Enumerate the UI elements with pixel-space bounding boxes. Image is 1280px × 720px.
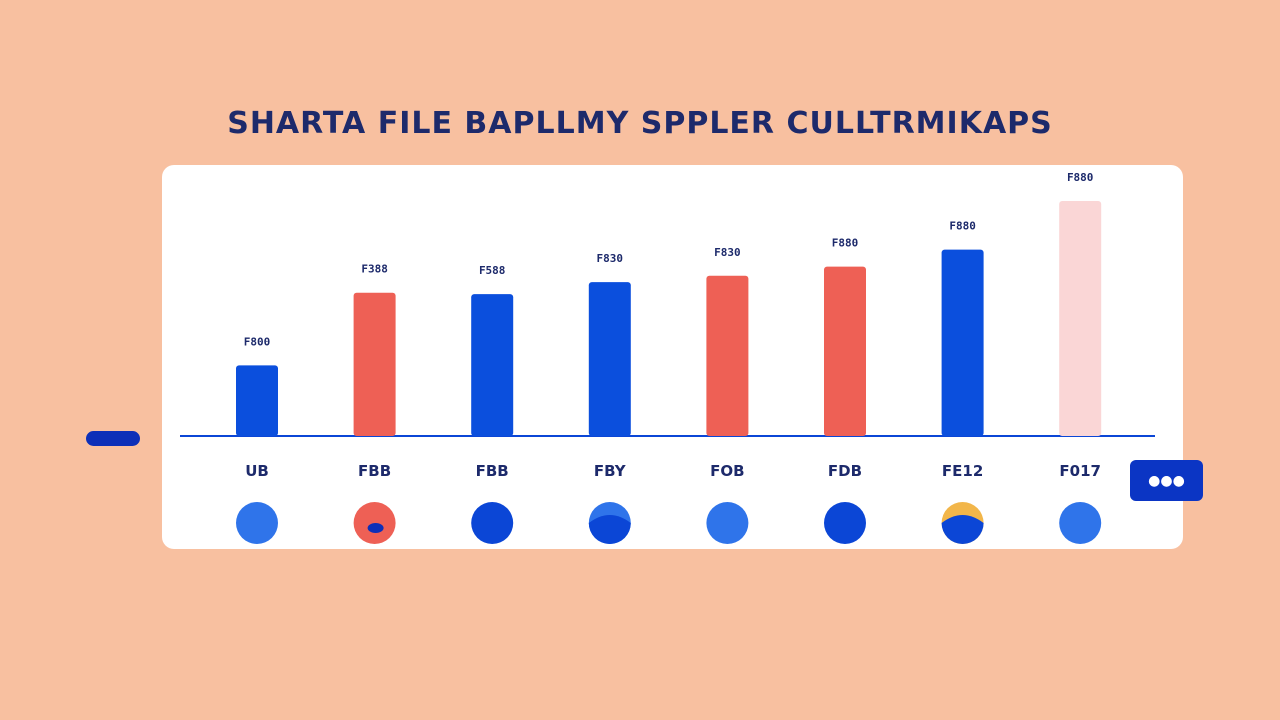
category-label-5: FOB xyxy=(710,462,744,480)
bar-5 xyxy=(706,275,749,436)
marker-circle-6 xyxy=(824,502,866,544)
bar-chart: F800 UB F388 FBB F588 FBB F830 FBY F830 FOB F880 FD… xyxy=(180,171,1155,544)
data-label-5: F830 xyxy=(714,246,741,259)
marker-circle-4 xyxy=(588,515,631,544)
marker-circle-2 xyxy=(353,502,396,544)
marker-circle-5 xyxy=(706,502,749,544)
chart-title: SHARTA FILE BAPLLMY SPPLER CULLTRMIKAPS xyxy=(227,106,1053,141)
data-label-2: F388 xyxy=(361,263,388,276)
category-label-8: F017 xyxy=(1059,462,1101,480)
data-label-3: F588 xyxy=(479,264,506,277)
data-label-6: F880 xyxy=(832,237,859,250)
marker-circle-8 xyxy=(1059,502,1102,544)
marker-dot-2 xyxy=(367,523,384,533)
category-label-2: FBB xyxy=(358,462,391,480)
category-label-3: FBB xyxy=(476,462,509,480)
marker-circle-3 xyxy=(471,502,514,544)
bar-1 xyxy=(236,365,278,436)
category-label-4: FBY xyxy=(594,462,627,480)
drag-handle[interactable] xyxy=(86,431,140,446)
bar-6 xyxy=(824,266,866,436)
category-label-6: FDB xyxy=(828,462,862,480)
bar-8 xyxy=(1059,200,1102,436)
bar-4 xyxy=(588,282,631,436)
data-label-7: F880 xyxy=(949,220,976,233)
category-label-7: FE12 xyxy=(942,462,983,480)
marker-circle-1 xyxy=(236,502,278,544)
bar-3 xyxy=(471,294,514,436)
data-label-4: F830 xyxy=(597,252,624,265)
bar-2 xyxy=(353,292,396,436)
marker-circle-7 xyxy=(941,515,984,544)
action-pill-button[interactable]: ●●● xyxy=(1130,460,1203,501)
data-label-1: F800 xyxy=(244,335,271,348)
data-label-8: F880 xyxy=(1067,171,1094,184)
chart-card: F800 UB F388 FBB F588 FBB F830 FBY F830 FOB F880 FD… xyxy=(162,165,1183,549)
bar-7 xyxy=(941,249,984,436)
category-label-1: UB xyxy=(245,462,269,480)
pill-label: ●●● xyxy=(1148,472,1185,489)
